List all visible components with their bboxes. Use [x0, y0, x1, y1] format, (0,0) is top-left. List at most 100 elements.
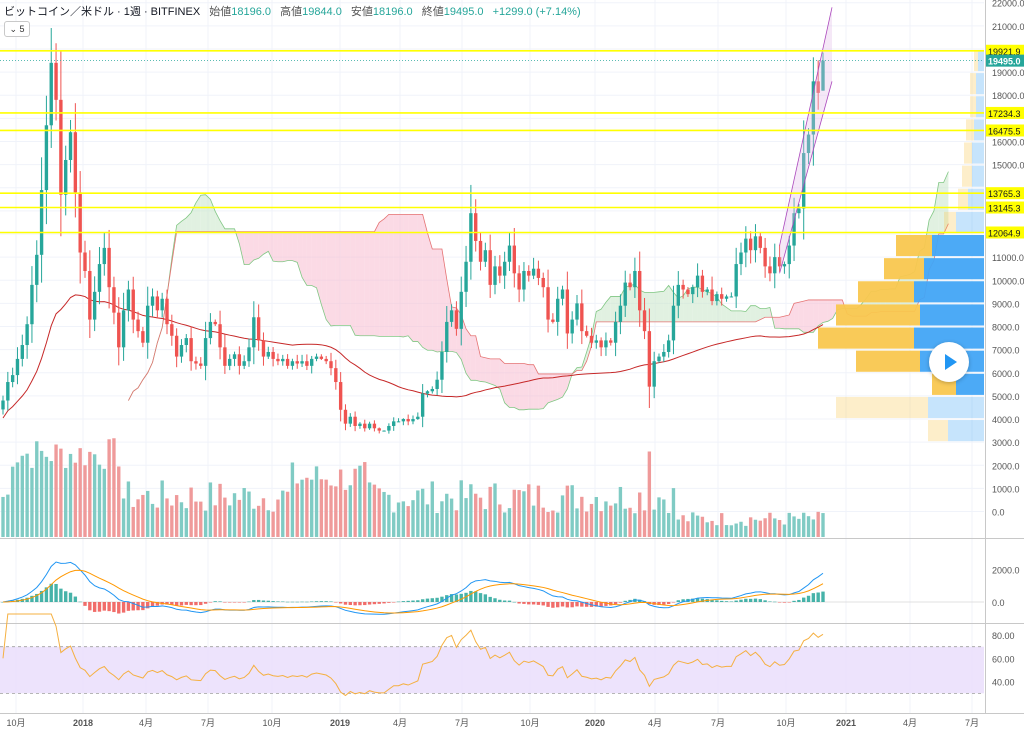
candle-body [406, 419, 410, 422]
candle-body [314, 356, 319, 359]
candle-body [146, 305, 150, 343]
cloud-segment [557, 373, 563, 400]
macd-histogram-bar [806, 595, 811, 602]
chart-header: ビットコイン／米ドル · 1週 · BITFINEX 始値18196.0 高値1… [4, 3, 581, 19]
volume-bar [179, 502, 184, 537]
macd-histogram-bar [343, 602, 348, 605]
price-axis-tick: 15000.0 [992, 161, 1024, 171]
cloud-segment [519, 363, 524, 410]
cloud-segment [794, 302, 799, 329]
volume-bar [406, 506, 410, 537]
volume-bar [618, 486, 623, 537]
candle-body [372, 423, 377, 429]
volume-bar [194, 501, 198, 537]
macd-histogram-bar [560, 602, 565, 607]
volume-bar [652, 509, 656, 537]
macd-histogram-bar [638, 599, 642, 602]
volume-bar [797, 518, 801, 537]
cloud-segment [186, 212, 192, 232]
volume-profile-down-bar [896, 235, 932, 257]
macd-histogram-bar [623, 600, 627, 602]
macd-histogram-bar [121, 602, 126, 613]
candle-body [117, 312, 121, 348]
play-button[interactable] [929, 342, 969, 382]
volume-bar [425, 504, 430, 537]
volume-bar [208, 482, 213, 537]
macd-histogram-bar [208, 602, 213, 603]
volume-bar [121, 498, 126, 537]
volume-profile-down-bar [818, 327, 914, 349]
cloud-segment [605, 296, 611, 322]
candle-body [170, 324, 174, 336]
cloud-segment [784, 314, 790, 329]
candle-body [435, 379, 439, 389]
macd-histogram-bar [425, 598, 430, 602]
candle-body [773, 257, 777, 274]
volume-bar [715, 525, 719, 537]
volume-bar [739, 521, 743, 537]
volume-bar [666, 512, 671, 537]
candle-body [49, 62, 53, 126]
cloud-segment [596, 309, 602, 322]
volume-bar [691, 512, 695, 537]
volume-profile-up-bar [920, 304, 984, 326]
volume-profile-down-bar [962, 165, 972, 187]
indicator-toggle-button[interactable]: ⌄ 5 [4, 21, 30, 37]
time-axis-tick: 10月 [776, 718, 795, 728]
change-value: +1299.0 (+7.14%) [492, 6, 581, 18]
macd-histogram-bar [401, 601, 406, 602]
candle-body [594, 340, 598, 343]
volume-bar [68, 453, 73, 537]
volume-profile-down-bar [884, 258, 924, 280]
macd-histogram-bar [416, 600, 420, 602]
volume-bar [92, 454, 97, 537]
candle-body [68, 132, 73, 160]
play-icon [945, 354, 957, 370]
macd-histogram-bar [44, 587, 49, 602]
cloud-segment [350, 231, 356, 336]
macd-histogram-bar [363, 602, 367, 606]
volume-bar [199, 501, 203, 537]
cloud-segment [755, 305, 761, 322]
macd-histogram-bar [276, 601, 280, 602]
cloud-segment [369, 231, 375, 336]
cloud-segment [490, 358, 495, 386]
macd-histogram-bar [353, 602, 357, 606]
cloud-segment [495, 358, 500, 389]
volume-bar [599, 511, 603, 537]
macd-histogram-bar [348, 602, 352, 606]
volume-bar [261, 498, 266, 537]
macd-histogram-bar [112, 602, 116, 613]
volume-profile-down-bar [928, 420, 948, 442]
cloud-segment [736, 310, 741, 322]
volume-bar [710, 520, 714, 537]
macd-histogram-bar [570, 602, 574, 608]
cloud-segment [813, 299, 819, 333]
candle-body [691, 287, 695, 295]
volume-bar [811, 519, 816, 537]
symbol-title[interactable]: ビットコイン／米ドル · 1週 · BITFINEX [4, 6, 201, 18]
rsi-axis-tick: 40.00 [992, 678, 1015, 688]
macd-histogram-bar [498, 599, 502, 602]
volume-bar [734, 523, 738, 537]
cloud-segment [577, 366, 582, 371]
volume-bar [802, 512, 806, 537]
price-axis-tick: 5000.0 [992, 392, 1020, 402]
macd-histogram-bar [184, 602, 188, 605]
candle-body [739, 252, 743, 265]
candle-body [363, 423, 367, 429]
macd-histogram-bar [232, 602, 237, 603]
macd-histogram-bar [546, 602, 550, 607]
volume-bar [334, 486, 338, 537]
high-value: 19844.0 [302, 6, 342, 18]
cloud-segment [798, 301, 804, 333]
volume-bar [155, 507, 160, 537]
candle-body [671, 305, 676, 341]
macd-histogram-bar [266, 600, 270, 602]
macd-histogram-bar [474, 591, 478, 602]
volume-bar [203, 510, 208, 537]
candle-body [150, 296, 155, 306]
candle-body [628, 282, 632, 288]
price-axis-tick: 2000.0 [992, 461, 1020, 471]
